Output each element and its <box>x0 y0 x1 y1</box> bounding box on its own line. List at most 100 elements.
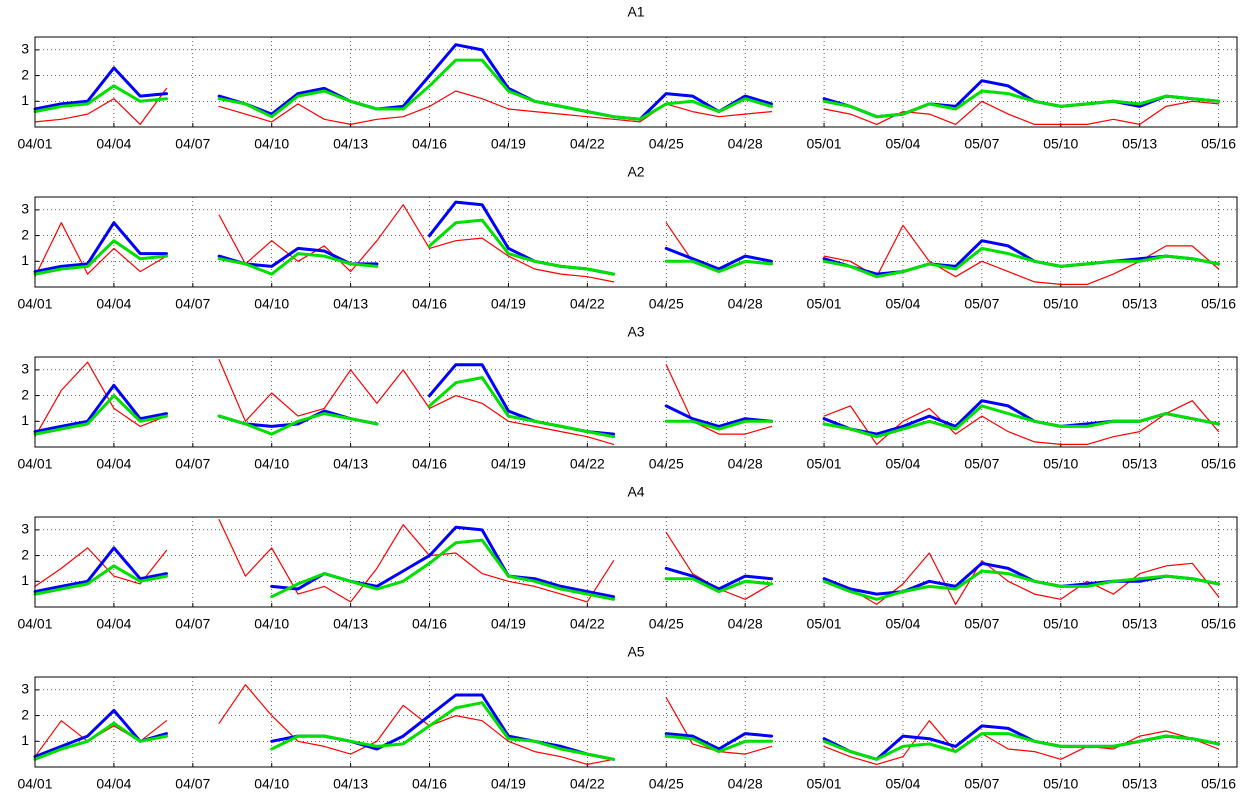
x-tick-label: 04/25 <box>649 616 684 632</box>
axes-box <box>34 196 1238 288</box>
x-tick-label: 04/10 <box>254 456 289 472</box>
x-tick-label: 04/19 <box>491 616 526 632</box>
x-tick-label: 04/22 <box>570 296 605 312</box>
x-tick-label: 05/13 <box>1122 776 1157 792</box>
x-tick-label: 04/22 <box>570 456 605 472</box>
axes-box <box>34 36 1238 128</box>
plot-area <box>35 517 1237 607</box>
x-tick-label: 05/16 <box>1201 296 1236 312</box>
x-tick-label: 04/01 <box>17 456 52 472</box>
chart-title: A5 <box>627 644 644 660</box>
x-tick-label: 04/04 <box>96 776 131 792</box>
x-tick-label: 05/13 <box>1122 296 1157 312</box>
x-tick-label: 05/04 <box>885 456 920 472</box>
x-tick-label: 04/28 <box>728 616 763 632</box>
x-tick-label: 04/28 <box>728 296 763 312</box>
x-tick-label: 04/01 <box>17 296 52 312</box>
y-tick-label: 2 <box>21 386 29 402</box>
x-tick-label: 05/01 <box>807 296 842 312</box>
x-tick-label: 04/01 <box>17 776 52 792</box>
axes-box <box>34 356 1238 448</box>
x-tick-label: 05/10 <box>1043 456 1078 472</box>
x-tick-label: 05/07 <box>964 776 999 792</box>
x-tick-label: 05/10 <box>1043 136 1078 152</box>
x-tick-label: 04/22 <box>570 616 605 632</box>
x-tick-label: 04/10 <box>254 136 289 152</box>
y-tick-label: 3 <box>21 521 29 537</box>
series-line <box>33 218 1221 279</box>
x-tick-label: 04/16 <box>412 776 447 792</box>
plot-area <box>35 197 1237 287</box>
x-tick-label: 04/07 <box>175 776 210 792</box>
x-tick-label: 04/19 <box>491 456 526 472</box>
x-tick-label: 05/10 <box>1043 296 1078 312</box>
x-tick-label: 04/19 <box>491 136 526 152</box>
x-tick-label: 04/16 <box>412 296 447 312</box>
x-tick-label: 04/19 <box>491 776 526 792</box>
y-tick-label: 3 <box>21 41 29 57</box>
x-tick-label: 05/10 <box>1043 776 1078 792</box>
x-tick-label: 05/04 <box>885 296 920 312</box>
y-tick-label: 2 <box>21 226 29 242</box>
series-line <box>34 359 1220 445</box>
x-tick-label: 04/07 <box>175 616 210 632</box>
series-line <box>33 701 1221 761</box>
x-tick-label: 04/25 <box>649 136 684 152</box>
x-tick-label: 05/10 <box>1043 616 1078 632</box>
y-tick-label: 1 <box>21 92 29 108</box>
y-tick-label: 3 <box>21 361 29 377</box>
y-tick-label: 2 <box>21 546 29 562</box>
y-tick-label: 3 <box>21 201 29 217</box>
x-tick-label: 04/04 <box>96 616 131 632</box>
x-tick-label: 05/01 <box>807 136 842 152</box>
x-tick-label: 04/25 <box>649 456 684 472</box>
x-tick-label: 04/19 <box>491 296 526 312</box>
x-tick-label: 04/04 <box>96 136 131 152</box>
x-tick-label: 05/07 <box>964 616 999 632</box>
x-tick-label: 05/16 <box>1201 616 1236 632</box>
x-tick-label: 04/13 <box>333 296 368 312</box>
series-line <box>33 58 1221 121</box>
x-tick-label: 04/10 <box>254 296 289 312</box>
x-tick-label: 04/16 <box>412 616 447 632</box>
x-tick-label: 04/07 <box>175 456 210 472</box>
series-line <box>33 525 1221 599</box>
x-tick-label: 04/13 <box>333 776 368 792</box>
x-tick-label: 04/25 <box>649 776 684 792</box>
plot-area <box>35 357 1237 447</box>
x-tick-label: 05/16 <box>1201 136 1236 152</box>
chart-title: A3 <box>627 324 644 340</box>
x-tick-label: 05/13 <box>1122 616 1157 632</box>
x-tick-label: 04/10 <box>254 616 289 632</box>
x-tick-label: 04/16 <box>412 136 447 152</box>
y-tick-label: 1 <box>21 732 29 748</box>
x-tick-label: 04/01 <box>17 616 52 632</box>
series-line <box>33 538 1221 601</box>
x-tick-label: 04/04 <box>96 456 131 472</box>
x-tick-label: 04/01 <box>17 136 52 152</box>
x-tick-label: 05/01 <box>807 616 842 632</box>
x-tick-label: 04/22 <box>570 136 605 152</box>
x-tick-label: 04/07 <box>175 136 210 152</box>
axes-box <box>34 516 1238 608</box>
y-tick-label: 1 <box>21 412 29 428</box>
x-tick-label: 05/01 <box>807 776 842 792</box>
x-tick-label: 04/13 <box>333 616 368 632</box>
series-line <box>34 519 1220 605</box>
x-tick-label: 04/28 <box>728 456 763 472</box>
x-tick-label: 05/04 <box>885 136 920 152</box>
y-tick-label: 1 <box>21 572 29 588</box>
chart-title: A1 <box>627 4 644 20</box>
x-tick-label: 05/16 <box>1201 776 1236 792</box>
y-tick-label: 3 <box>21 681 29 697</box>
x-tick-label: 04/04 <box>96 296 131 312</box>
x-tick-label: 04/07 <box>175 296 210 312</box>
x-tick-label: 05/07 <box>964 456 999 472</box>
series-line <box>33 376 1221 439</box>
x-tick-label: 04/10 <box>254 776 289 792</box>
x-tick-label: 04/28 <box>728 776 763 792</box>
x-tick-label: 05/16 <box>1201 456 1236 472</box>
series-line <box>34 87 1220 125</box>
axes-box <box>34 676 1238 768</box>
